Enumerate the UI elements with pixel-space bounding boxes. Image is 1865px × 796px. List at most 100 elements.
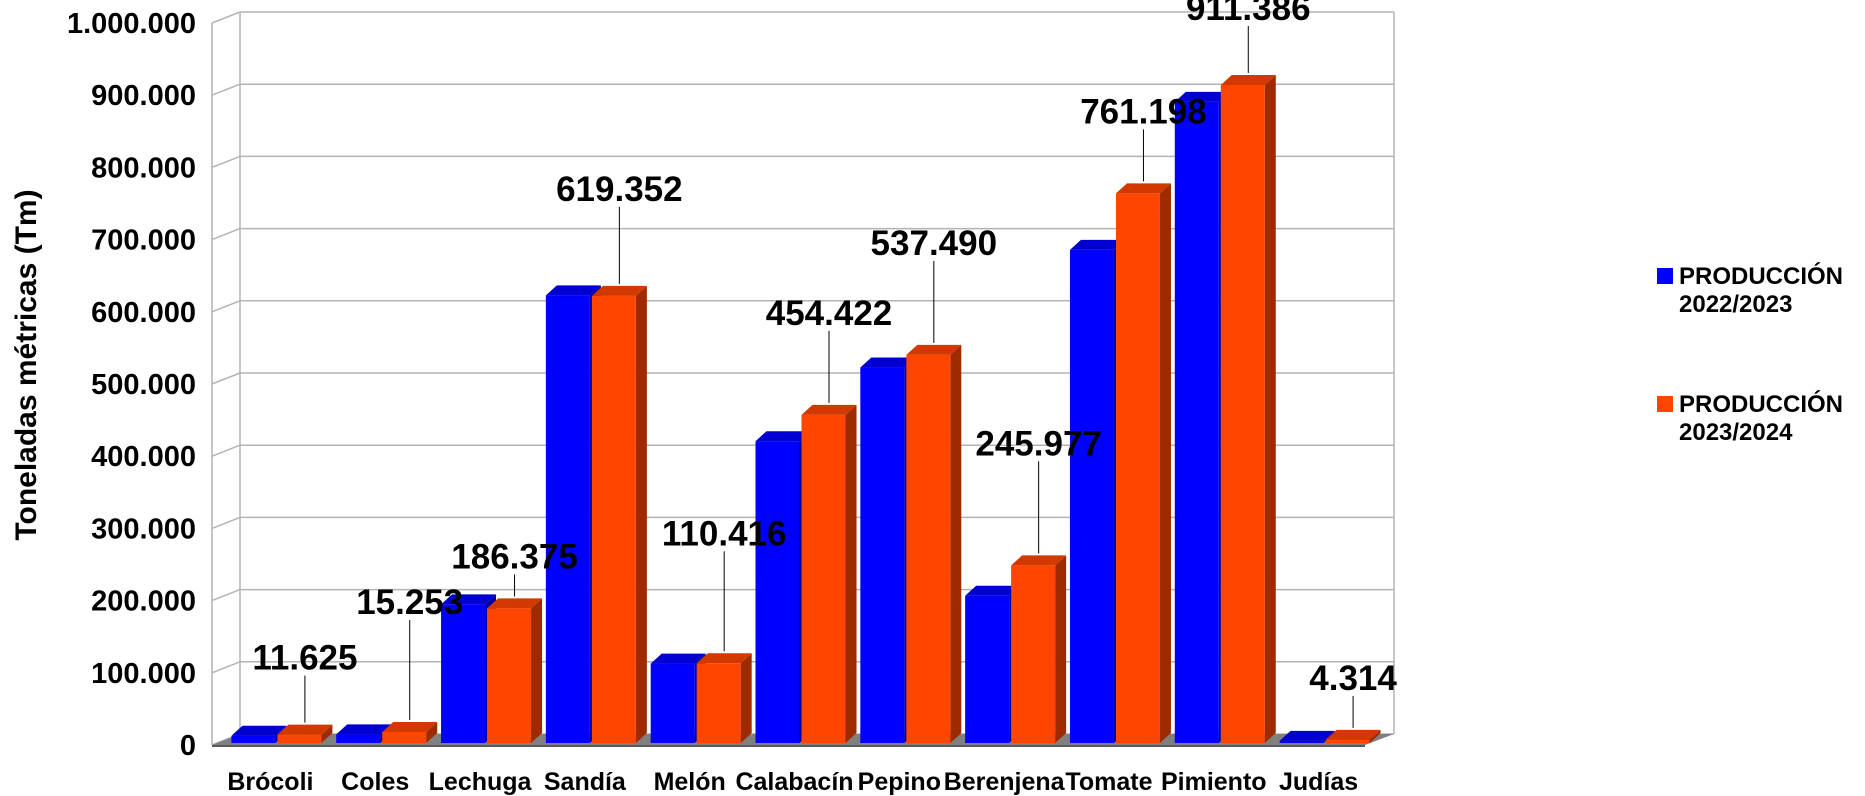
bar-top [441,594,497,605]
bar-front [755,441,800,743]
bar-front [591,295,636,743]
x-category-label: Judías [1279,768,1358,796]
data-label: 11.625 [252,639,357,678]
bar-side [1264,74,1276,743]
bar-side [1055,555,1067,743]
bar-top [650,653,706,664]
bar-front [1220,84,1265,743]
bar-side [740,653,752,743]
bar-front [696,663,741,743]
bar-front [545,295,590,743]
y-tick-label: 800.000 [91,152,196,184]
bar [1011,555,1067,743]
bar-top [336,724,392,735]
bar-top [1220,74,1276,85]
bar-front [1325,739,1370,743]
legend-swatch [1657,268,1673,284]
y-axis-label: Toneladas métricas (Tm) [10,189,43,540]
gridline-side [211,83,241,96]
bar-side [321,724,333,743]
bar-top [277,724,333,735]
bar [696,653,752,743]
gridline-side [211,11,241,24]
bar [906,344,962,743]
gridline-side [211,661,241,674]
bar-side [635,285,647,743]
bar-front [650,663,695,743]
bar-front [906,354,951,743]
bar-side [531,598,543,743]
gridline-side [211,588,241,602]
bar-top [801,404,857,415]
y-tick-label: 200.000 [91,586,196,618]
x-category-label: Pimiento [1161,768,1267,796]
bar-top [1174,91,1230,102]
x-category-label: Coles [341,768,409,796]
bar-front [1279,740,1324,743]
gridline-side [211,227,241,241]
legend-label: 2022/2023 [1679,291,1792,318]
x-category-label: Brócoli [227,768,313,796]
bar [1325,729,1381,743]
data-label: 537.490 [871,224,998,263]
data-labels: 11.625 15.253 186.375 619.352 110.416 454.422… [252,0,1397,728]
bar-top [1115,183,1171,194]
gridline-side [211,155,241,169]
bar-front [1011,565,1056,743]
x-category-label: Berenjena [944,768,1066,796]
bar-side [1159,183,1171,743]
y-tick-label: 700.000 [91,225,196,257]
bar-top [696,653,752,664]
y-tick-label: 400.000 [91,441,196,473]
bar-side [1369,729,1381,743]
bar-top [591,285,647,296]
legend-swatch [1657,396,1673,412]
bar-top [1325,729,1381,740]
y-tick-label: 900.000 [91,80,196,112]
y-tick-label: 100.000 [91,658,196,690]
bar-top [860,357,916,368]
data-label: 15.253 [356,583,463,622]
bar-side [950,344,962,743]
bar-top [1279,730,1335,741]
x-category-label: Melón [654,768,726,796]
bar [1220,74,1276,743]
bar-top [1069,239,1125,250]
x-category-label: Lechuga [429,768,533,796]
bars [231,74,1381,743]
bar-top [545,285,601,296]
bar [591,285,647,743]
bar [487,598,543,743]
gridline-side [211,444,241,457]
x-category-label: Calabacín [735,768,853,796]
y-tick-label: 1.000.000 [67,8,196,40]
bar-front [382,731,427,743]
data-label: 454.422 [766,294,893,333]
bar-front [801,414,846,743]
y-tick-label: 600.000 [91,297,196,329]
bar-top [382,721,438,732]
y-tick-label: 0 [180,730,196,762]
y-tick-label: 300.000 [91,513,196,545]
x-axis-categories: Brócoli Coles Lechuga Sandía Melón Calabacín P… [227,768,1358,796]
gridline-side [211,516,241,530]
bar [277,724,333,743]
bar-front [231,735,276,743]
bar [801,404,857,743]
bar [1115,183,1171,743]
bar-front [336,734,381,743]
floor-edge [212,745,1365,747]
x-category-label: Tomate [1065,768,1152,796]
legend-label: PRODUCCIÓN [1679,390,1843,418]
data-label: 761.198 [1080,92,1207,131]
bar-front [1174,101,1219,743]
bar-front [277,734,322,743]
data-label: 110.416 [662,514,787,553]
bar-top [487,598,543,609]
data-label: 245.977 [975,424,1102,463]
legend-label: PRODUCCIÓN [1679,262,1843,290]
